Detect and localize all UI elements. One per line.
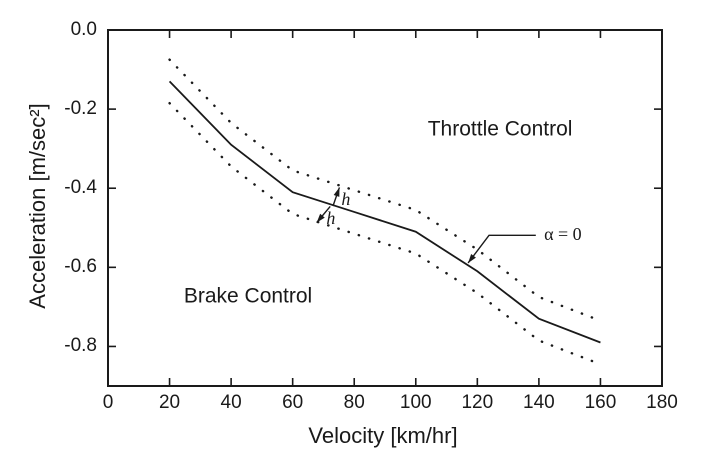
y-tick-label: -0.8 <box>64 335 97 357</box>
x-tick-label: 20 <box>158 392 181 413</box>
y-tick-label: 0.0 <box>70 19 97 40</box>
x-tick-label: 40 <box>220 392 242 413</box>
y-tick-label: -0.2 <box>64 98 97 120</box>
y-axis-title: Acceleration [m/sec²] <box>24 103 50 309</box>
h-lower-arrow-head <box>316 213 325 223</box>
y-tick-label: -0.6 <box>64 256 97 278</box>
series-lower-threshold <box>168 101 602 366</box>
h-lower-label: h <box>326 208 336 229</box>
series-switching-line <box>168 80 601 344</box>
region-label-brake: Brake Control <box>183 284 313 308</box>
alpha-arrow-head <box>468 253 476 263</box>
region-label-throttle: Throttle Control <box>427 117 573 141</box>
x-axis-title: Velocity [km/hr] <box>308 422 458 448</box>
x-tick-label: 140 <box>523 392 555 413</box>
x-tick-label: 180 <box>646 392 678 413</box>
x-tick-label: 0 <box>102 392 114 413</box>
y-tick-label: -0.4 <box>64 177 97 199</box>
x-tick-label: 80 <box>343 392 365 413</box>
h-upper-arrow-head <box>333 187 340 197</box>
x-tick-label: 100 <box>399 392 432 413</box>
h-upper-label: h <box>341 189 351 210</box>
x-tick-label: 60 <box>282 392 304 413</box>
x-tick-label: 120 <box>461 392 494 413</box>
alpha-leader-line <box>467 234 536 264</box>
x-tick-label: 160 <box>584 392 617 413</box>
plot-frame <box>107 29 663 387</box>
alpha-equals-zero-label: α = 0 <box>544 224 582 245</box>
series-upper-threshold <box>168 58 602 322</box>
